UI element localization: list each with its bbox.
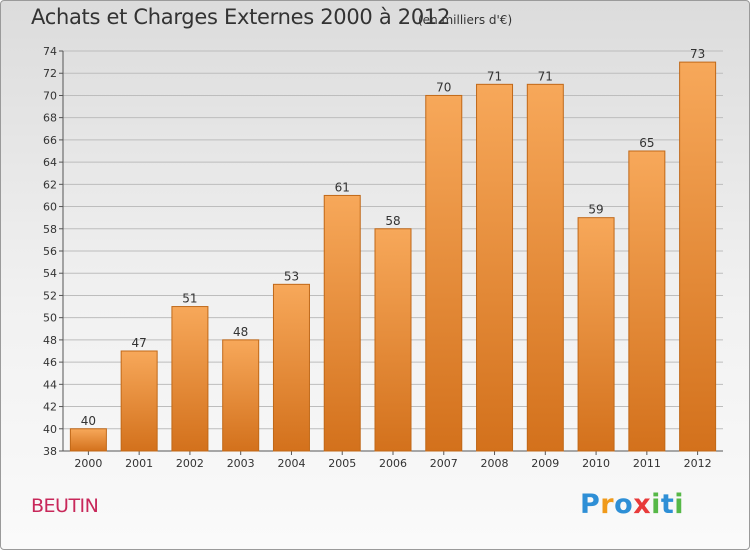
y-tick-label: 52 xyxy=(43,289,57,302)
data-label: 61 xyxy=(335,180,350,194)
logo-letter: i xyxy=(674,489,685,520)
y-tick-label: 62 xyxy=(43,178,57,191)
proxiti-logo: Proxiti xyxy=(580,489,684,520)
bar xyxy=(628,150,666,452)
data-label: 70 xyxy=(436,80,451,94)
data-label: 51 xyxy=(182,292,197,306)
bar xyxy=(171,306,209,452)
y-tick-label: 42 xyxy=(43,401,57,414)
data-label: 48 xyxy=(233,325,248,339)
x-tick-label: 2001 xyxy=(125,457,153,470)
y-tick-label: 68 xyxy=(43,112,57,125)
x-tick-label: 2002 xyxy=(176,457,204,470)
x-tick-label: 2010 xyxy=(582,457,610,470)
logo-letter: x xyxy=(633,489,652,520)
y-tick-labels: 38 40 42 44 46 48 50 52 54 56 58 60 62 64 66 68 70 72 74 xyxy=(43,45,57,458)
y-tick-label: 74 xyxy=(43,45,57,58)
y-tick-label: 56 xyxy=(43,245,57,258)
y-tick-label: 58 xyxy=(43,223,57,236)
bar xyxy=(222,339,260,452)
logo-letter: P xyxy=(580,489,601,520)
bar xyxy=(679,61,717,452)
bar xyxy=(526,83,564,452)
bar xyxy=(120,350,158,452)
y-tick-label: 72 xyxy=(43,67,57,80)
data-label: 59 xyxy=(588,203,603,217)
data-label: 71 xyxy=(487,69,502,83)
y-tick-label: 70 xyxy=(43,89,57,102)
x-tick-labels: 2000 2001 2002 2003 2004 2005 2006 2007 2008 2009… xyxy=(74,457,711,470)
x-tick-label: 2008 xyxy=(481,457,509,470)
data-label: 71 xyxy=(538,69,553,83)
y-tick-label: 44 xyxy=(43,378,57,391)
bar xyxy=(374,228,412,452)
y-tick-label: 46 xyxy=(43,356,57,369)
unit-note: (en milliers d'€) xyxy=(418,13,513,27)
logo-letter: t xyxy=(660,489,675,520)
x-tick-label: 2004 xyxy=(277,457,305,470)
y-tick-label: 50 xyxy=(43,312,57,325)
logo-letter: o xyxy=(614,489,634,520)
x-tick-label: 2011 xyxy=(633,457,661,470)
logo-letter: r xyxy=(600,489,615,520)
y-tick-label: 64 xyxy=(43,156,57,169)
bar xyxy=(476,83,514,452)
logo-letter: i xyxy=(651,489,661,520)
chart-title: Achats et Charges Externes 2000 à 2012 xyxy=(31,5,451,29)
bars xyxy=(69,61,717,452)
y-tick-label: 40 xyxy=(43,423,57,436)
data-labels: 40 47 51 48 53 61 58 70 71 71 59 65 73 xyxy=(81,47,706,428)
place-label: BEUTIN xyxy=(31,495,99,517)
data-label: 58 xyxy=(385,214,400,228)
y-tick-label: 66 xyxy=(43,134,57,147)
bar xyxy=(323,194,361,452)
data-label: 65 xyxy=(639,136,654,150)
y-tick-label: 38 xyxy=(43,445,57,458)
x-tick-label: 2009 xyxy=(531,457,559,470)
bar xyxy=(272,283,310,452)
x-tick-label: 2012 xyxy=(684,457,712,470)
x-tick-label: 2003 xyxy=(227,457,255,470)
y-tick-label: 60 xyxy=(43,201,57,214)
data-label: 47 xyxy=(132,336,147,350)
data-label: 73 xyxy=(690,47,705,61)
x-tick-label: 2006 xyxy=(379,457,407,470)
y-tick-label: 54 xyxy=(43,267,57,280)
bar xyxy=(69,428,107,452)
x-tick-label: 2000 xyxy=(74,457,102,470)
y-tick-label: 48 xyxy=(43,334,57,347)
bar xyxy=(425,94,463,452)
x-tick-label: 2005 xyxy=(328,457,356,470)
x-tick-label: 2007 xyxy=(430,457,458,470)
data-label: 40 xyxy=(81,414,96,428)
data-label: 53 xyxy=(284,269,299,283)
bar xyxy=(577,217,615,452)
